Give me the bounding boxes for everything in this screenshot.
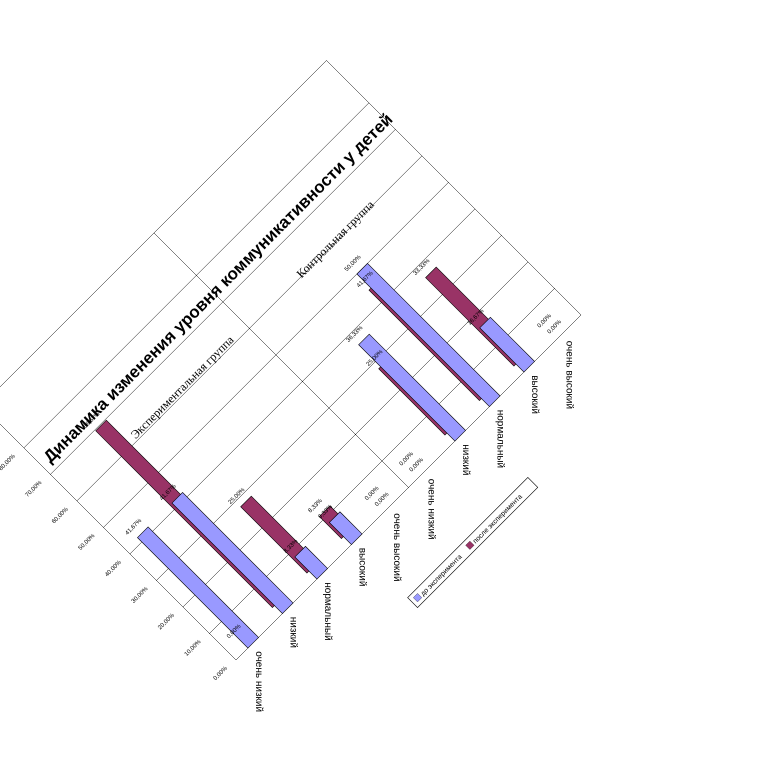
bar-before bbox=[171, 492, 294, 614]
data-label: 33,33% bbox=[413, 258, 432, 277]
category-label: очень высокий bbox=[391, 513, 402, 581]
category-label: нормальный bbox=[495, 410, 506, 468]
y-tick-label: 20,00% bbox=[157, 612, 176, 631]
data-label: 41,67% bbox=[125, 518, 144, 537]
category-label: очень низкий bbox=[253, 651, 264, 712]
group-header-line bbox=[0, 60, 327, 388]
data-label: 25,00% bbox=[228, 487, 247, 506]
group-divider bbox=[0, 423, 237, 661]
data-label: 0,00% bbox=[409, 457, 426, 474]
group-divider bbox=[326, 60, 582, 316]
bars-layer bbox=[95, 262, 535, 649]
y-tick-label: 60,00% bbox=[51, 506, 70, 525]
y-tick-label: 50,00% bbox=[78, 533, 97, 552]
category-label: нормальный bbox=[322, 582, 333, 640]
group-divider bbox=[153, 232, 409, 488]
bar-before bbox=[137, 526, 259, 649]
grid-layer bbox=[0, 60, 582, 661]
category-label: высокий bbox=[357, 548, 368, 587]
category-label: очень высокий bbox=[564, 341, 575, 409]
data-label: 36,33% bbox=[346, 325, 365, 344]
y-tick-label: 0,00% bbox=[213, 665, 230, 682]
bar-before bbox=[294, 545, 328, 580]
data-label: 0,00% bbox=[547, 319, 564, 336]
legend-swatch-after bbox=[465, 540, 475, 550]
category-label: низкий bbox=[288, 617, 299, 648]
bar-before bbox=[328, 511, 363, 545]
category-label: высокий bbox=[529, 375, 540, 414]
legend-box bbox=[407, 477, 539, 608]
data-label: 0,00% bbox=[374, 491, 391, 508]
bar-before bbox=[479, 316, 535, 373]
legend-swatch-before bbox=[413, 593, 422, 603]
data-label: 50,00% bbox=[344, 254, 363, 273]
category-labels: очень низкий низкий нормальный высокий очень… bbox=[253, 341, 575, 712]
y-tick-label: 30,00% bbox=[131, 586, 150, 605]
bar-before bbox=[356, 262, 501, 407]
y-tick-label: 40,00% bbox=[104, 559, 123, 578]
y-tick-label: 70,00% bbox=[25, 480, 44, 499]
legend-label-before: до эксперимента bbox=[420, 554, 464, 598]
category-label: низкий bbox=[460, 444, 471, 475]
category-label: очень низкий bbox=[426, 479, 437, 540]
bar-before bbox=[358, 333, 466, 442]
y-tick-labels: 0,00% 10,00% 20,00% 30,00% 40,00% 50,00% 60,00… bbox=[0, 453, 229, 682]
y-tick-label: 10,00% bbox=[184, 639, 203, 658]
y-tick-label: 80,00% bbox=[0, 453, 17, 472]
legend-label-after: после эксперимента bbox=[472, 493, 524, 545]
